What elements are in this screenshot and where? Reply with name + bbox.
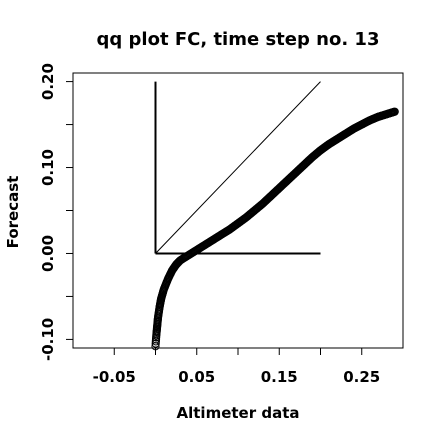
plot-frame [72,72,404,349]
y-tick-label: 0.20 [39,63,57,100]
x-tick-label: 0.05 [178,368,215,386]
data-points [151,107,399,351]
x-tick-label: 0.25 [343,368,380,386]
y-tick-label: -0.10 [39,318,57,361]
x-axis-label: Altimeter data [177,404,300,422]
y-axis-label: Forecast [4,176,22,249]
x-tick-label: -0.05 [93,368,136,386]
reference-lines [154,81,321,255]
y-tick-label: 0.10 [39,149,57,186]
y-tick-label: 0.00 [39,235,57,272]
axes: -0.05 0.05 0.15 0.25 -0.10 0.00 0.10 0.20 [39,63,380,386]
chart-title: qq plot FC, time step no. 13 [97,29,380,50]
data-point [390,107,399,116]
x-tick-label: 0.15 [261,368,298,386]
reference-line-identity [155,81,321,254]
